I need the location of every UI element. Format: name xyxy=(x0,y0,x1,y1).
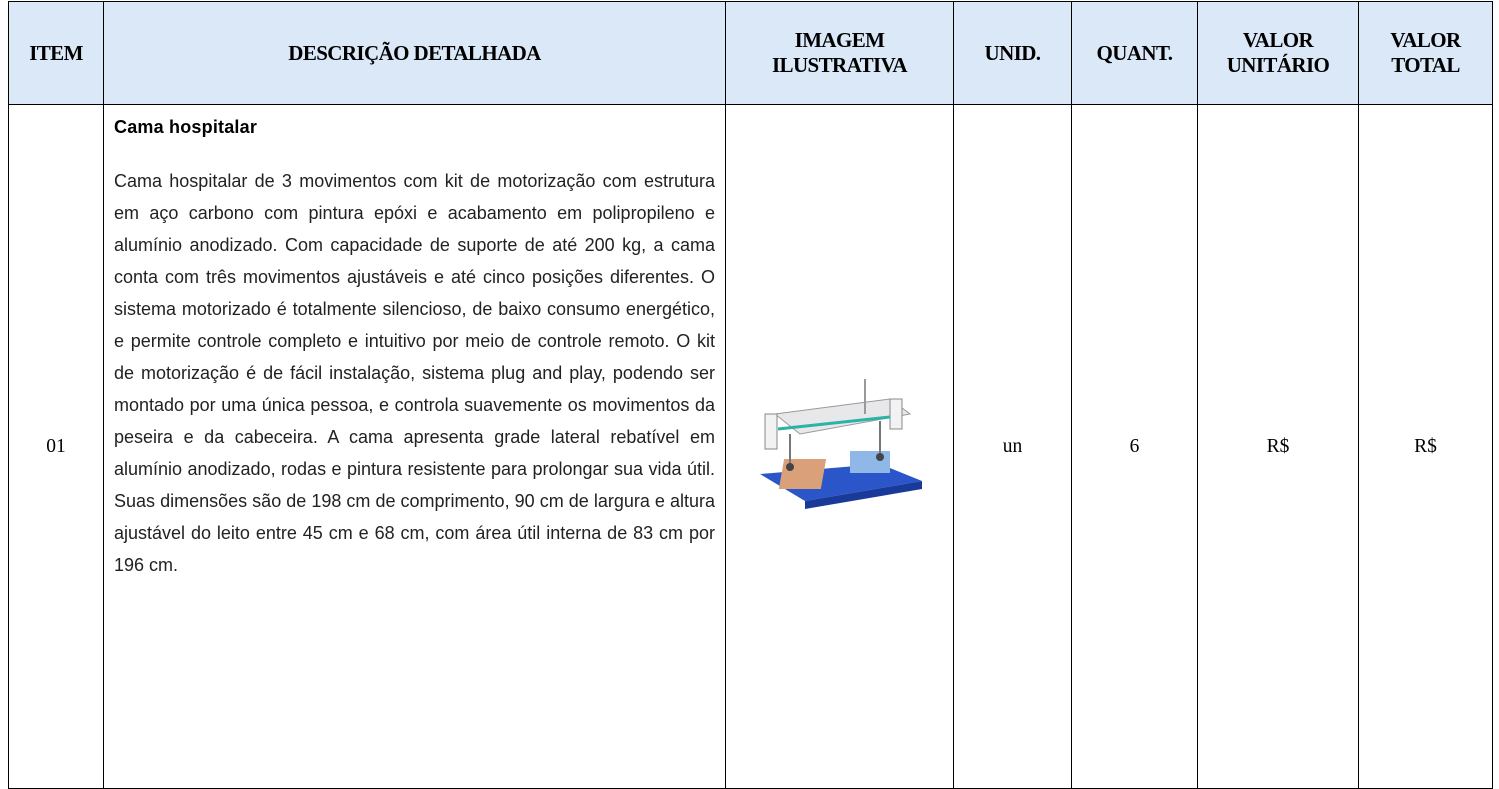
header-cell: IMAGEM ILUSTRATIVA xyxy=(725,1,954,105)
description-text: Cama hospitalar de 3 movimentos com kit … xyxy=(114,171,715,575)
quantity-cell: 6 xyxy=(1071,104,1198,789)
bed-image xyxy=(759,378,922,509)
header-text: DESCRIÇÃO DETALHADA xyxy=(288,40,541,65)
header-text: VALOR TOTAL xyxy=(1390,28,1461,77)
unit-cell: un xyxy=(953,104,1072,789)
header-text: VALOR UNITÁRIO xyxy=(1226,28,1330,77)
header-text: ITEM xyxy=(29,40,83,65)
header-text: IMAGEM ILUSTRATIVA xyxy=(771,28,908,77)
item-cell: 01 xyxy=(8,104,104,789)
header-cell: UNID. xyxy=(953,1,1072,105)
item-row: 01 Cama hospitalar Cama hospitalar de 3 … xyxy=(8,104,1493,789)
image-cell xyxy=(725,104,954,789)
description-title: Cama hospitalar xyxy=(114,117,258,137)
header-cell: VALOR UNITÁRIO xyxy=(1197,1,1359,105)
header-cell: DESCRIÇÃO DETALHADA xyxy=(103,1,726,105)
unit-price-cell: R$ xyxy=(1197,104,1359,789)
header-cell: QUANT. xyxy=(1071,1,1198,105)
total-price-cell: R$ xyxy=(1358,104,1493,789)
header-cell: ITEM xyxy=(8,1,104,105)
header-text: QUANT. xyxy=(1096,40,1174,65)
header-row: ITEM DESCRIÇÃO DETALHADA IMAGEM ILUSTRAT… xyxy=(8,1,1493,105)
header-cell: VALOR TOTAL xyxy=(1358,1,1493,105)
items-table: ITEM DESCRIÇÃO DETALHADA IMAGEM ILUSTRAT… xyxy=(8,1,1493,789)
description-cell: Cama hospitalar Cama hospitalar de 3 mov… xyxy=(103,104,726,789)
header-text: UNID. xyxy=(984,40,1042,65)
